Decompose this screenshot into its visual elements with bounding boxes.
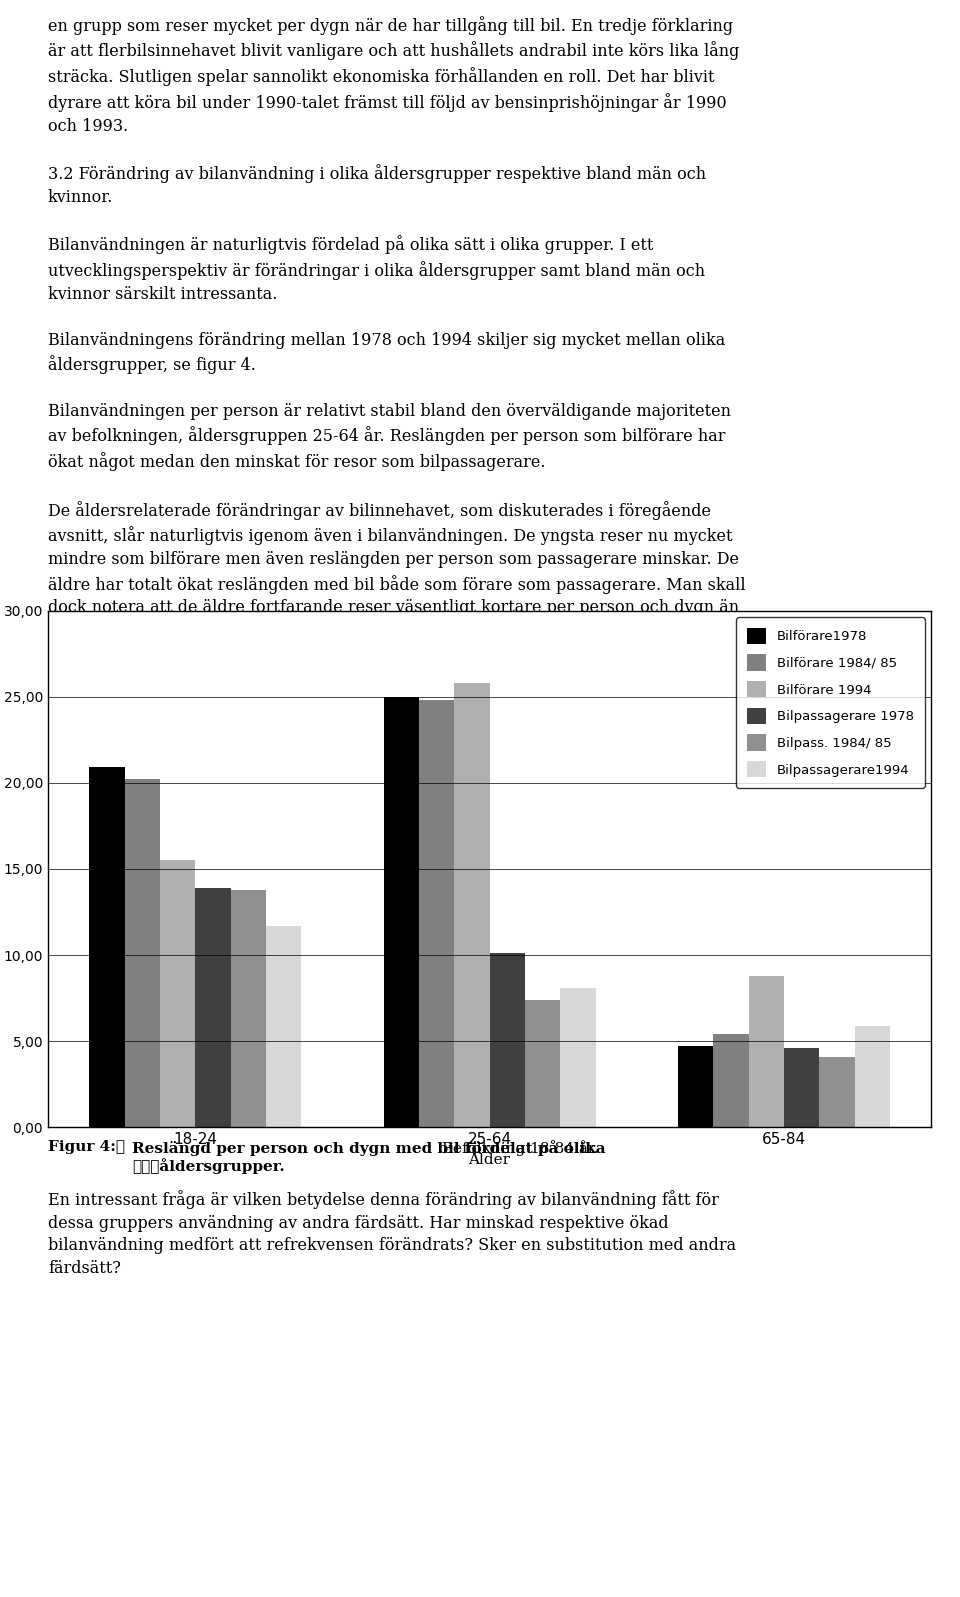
Bar — [384, 696, 419, 1127]
Bar — [195, 888, 230, 1127]
Bar — [89, 767, 125, 1127]
Bar — [266, 926, 301, 1127]
Bar — [749, 976, 784, 1127]
Text: Reslängd per person och dygn med bil fördelat på olika
			åldersgrupper.: Reslängd per person och dygn med bil för… — [132, 1140, 606, 1174]
Bar — [561, 987, 595, 1127]
Bar — [525, 1000, 561, 1127]
Bar — [160, 861, 195, 1127]
Bar — [125, 779, 160, 1127]
X-axis label: Ålder: Ålder — [468, 1153, 511, 1166]
Bar — [784, 1048, 819, 1127]
Bar — [678, 1046, 713, 1127]
Bar — [454, 684, 490, 1127]
Text: En intressant fråga är vilken betydelse denna förändring av bilanvändning fått f: En intressant fråga är vilken betydelse … — [48, 1190, 736, 1278]
Bar — [419, 699, 454, 1127]
Text: en grupp som reser mycket per dygn när de har tillgång till bil. En tredje förkl: en grupp som reser mycket per dygn när d… — [48, 16, 746, 639]
Bar — [854, 1025, 890, 1127]
Bar — [819, 1057, 854, 1127]
Text: Figur 4:: Figur 4: — [48, 1140, 125, 1153]
Text: Befolkning 18-84 år.: Befolkning 18-84 år. — [437, 1140, 598, 1156]
Bar — [490, 953, 525, 1127]
Bar — [230, 890, 266, 1127]
Legend: Bilförare1978, Bilförare 1984/ 85, Bilförare 1994, Bilpassagerare 1978, Bilpass.: Bilförare1978, Bilförare 1984/ 85, Bilfö… — [736, 618, 924, 787]
Bar — [713, 1035, 749, 1127]
